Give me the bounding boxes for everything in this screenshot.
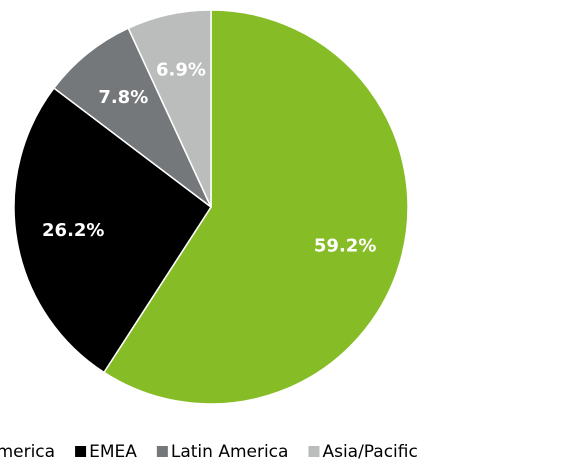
- pie-slice: [102, 9, 409, 405]
- pie-slice: [52, 27, 212, 208]
- data-label: 7.8%: [98, 87, 148, 108]
- pie-slice: [127, 9, 212, 208]
- data-label: 6.9%: [156, 59, 206, 80]
- data-label: 59.2%: [314, 236, 376, 257]
- legend-swatch: [75, 446, 87, 457]
- legend-swatch: [156, 446, 168, 457]
- data-label: 26.2%: [42, 220, 104, 241]
- pie-slice: [13, 87, 213, 374]
- legend-label: EMEA: [89, 442, 137, 462]
- legend-swatch: [308, 446, 320, 457]
- legend-label: North America: [0, 442, 55, 462]
- legend-label: Latin America: [171, 442, 289, 462]
- legend-label: Asia/Pacific: [322, 442, 417, 462]
